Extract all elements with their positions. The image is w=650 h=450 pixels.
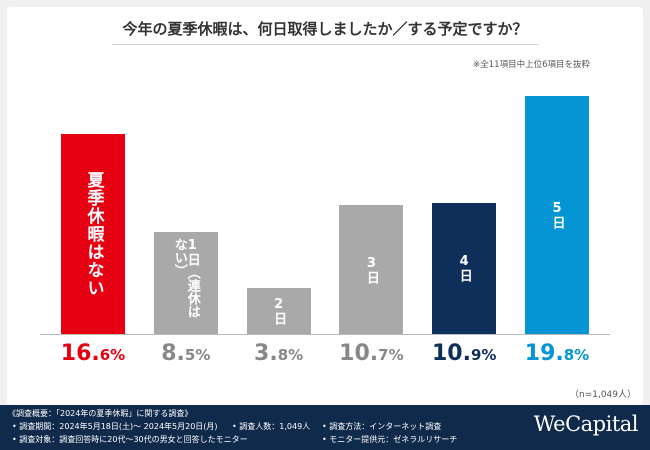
value-label-3: 3.8% (229, 341, 329, 366)
bar-category-label: 1日（連休はない） (171, 237, 200, 318)
value-decimal: 9% (470, 346, 497, 364)
value-decimal: 6% (99, 346, 126, 364)
value-label-2: 8.5% (136, 341, 236, 366)
survey-provider: • モニター提供元：ゼネラルリサーチ (322, 435, 458, 444)
value-decimal: 7% (378, 346, 404, 364)
value-decimal: 8% (277, 346, 304, 364)
bar-2: 1日（連休はない） (153, 231, 218, 334)
excerpt-note: ※全11項目中上位6項目を抜粋 (473, 60, 590, 70)
value-label-1: 16.6% (43, 341, 143, 366)
value-label-4: 10.7% (321, 341, 421, 366)
bar-category-label: 4日 (456, 254, 472, 283)
value-decimal: 5% (184, 346, 211, 364)
value-integer: 3. (254, 341, 278, 366)
value-integer: 19. (524, 341, 564, 366)
bar-6: 5日 (525, 96, 589, 334)
survey-period: • 調査期間：2024年5月18日(土)～ 2024年5月20日(月) (12, 422, 218, 431)
bar-1: 夏季休暇はない (61, 134, 125, 334)
bar-category-label: 夏季休暇はない (83, 171, 104, 298)
value-integer: 16. (60, 341, 100, 366)
value-integer: 10. (339, 341, 379, 366)
bar-5: 4日 (432, 202, 497, 334)
title-underline (112, 44, 538, 45)
chart-baseline (40, 334, 610, 335)
bar-3: 2日 (246, 288, 311, 334)
bar-category-label: 5日 (549, 201, 565, 229)
survey-footer: 《調査概要：「2024年の夏季休暇」に関する調査》 • 調査期間：2024年5月… (0, 405, 650, 450)
bar-category-label: 3日 (363, 255, 379, 284)
value-label-6: 19.8% (507, 341, 607, 366)
wecapital-logo: WeCapital (533, 412, 639, 436)
survey-people: • 調査人数：1,049人 (232, 422, 311, 431)
sample-size-note: （n=1,049人） (569, 390, 636, 400)
chart-title: 今年の夏季休暇は、何日取得しましたか／する予定ですか？ (122, 20, 528, 38)
value-integer: 8. (161, 341, 185, 366)
survey-overview-heading: 《調査概要：「2024年の夏季休暇」に関する調査》 (8, 409, 193, 418)
bar-4: 3日 (339, 205, 404, 334)
bar-category-label: 2日 (271, 297, 287, 326)
survey-method: • 調査方法：インターネット調査 (322, 422, 442, 431)
value-decimal: 8% (563, 346, 590, 364)
value-label-5: 10.9% (414, 341, 514, 366)
survey-target: • 調査対象：調査回答時に20代～30代の男女と回答したモニター (12, 435, 248, 444)
value-integer: 10. (431, 341, 471, 366)
